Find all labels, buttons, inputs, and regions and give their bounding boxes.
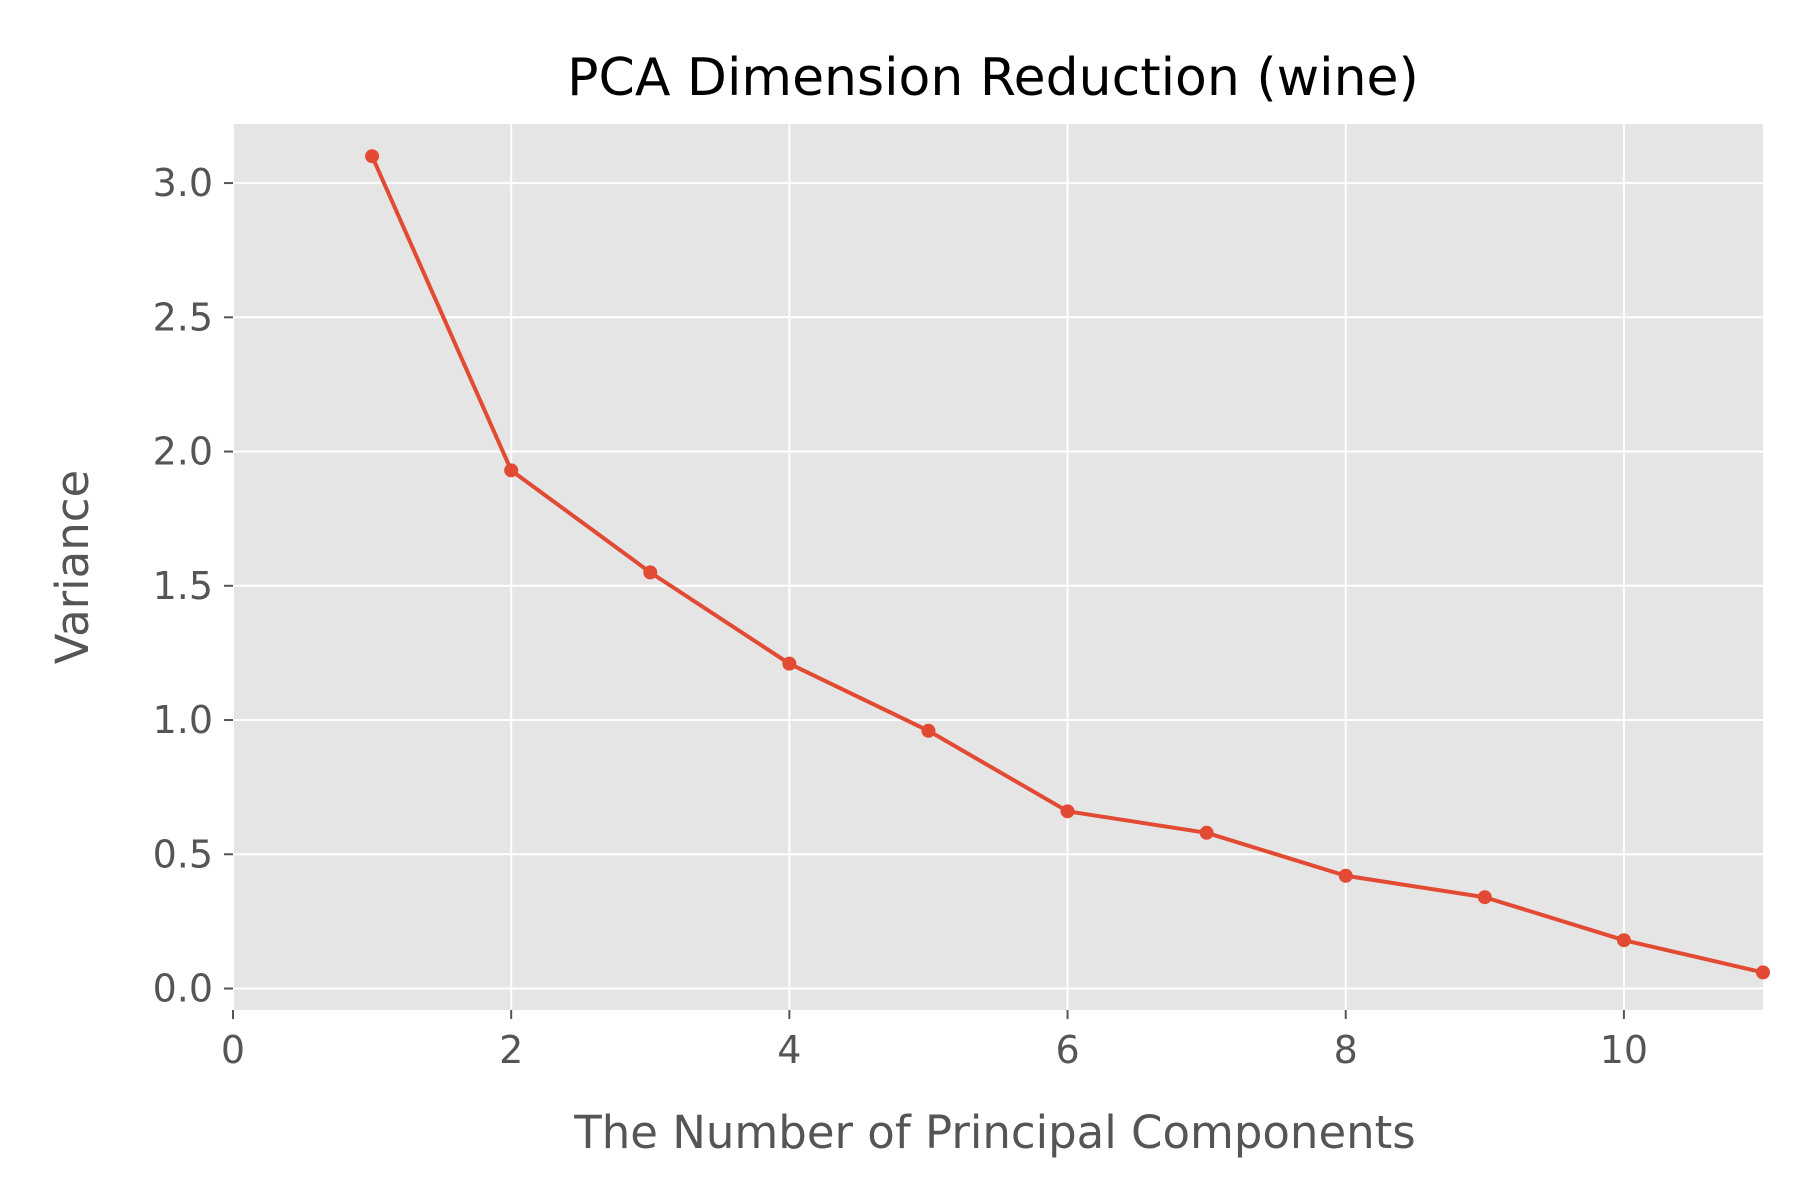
x-tick-label: 2 [499,1028,523,1072]
y-tick-label: 3.0 [153,161,213,205]
data-point [782,656,797,671]
y-axis: 0.0 0.5 1.0 1.5 2.0 2.5 3.0 [153,161,233,1011]
data-point [1060,804,1075,819]
plot-area [232,124,1770,1010]
x-axis: 0 2 4 6 8 10 [221,1010,1648,1072]
y-axis-label: Variance [46,470,99,664]
data-point [1616,933,1631,948]
data-point [921,723,936,738]
x-tick-label: 0 [221,1028,245,1072]
y-tick-label: 2.5 [153,295,213,339]
data-point [504,463,519,478]
data-point [1199,825,1214,840]
x-axis-label: The Number of Principal Components [573,1106,1416,1159]
y-tick-label: 1.5 [153,564,213,608]
y-tick-label: 1.0 [153,698,213,742]
x-tick-label: 6 [1055,1028,1079,1072]
data-point [1338,868,1353,883]
data-point [365,149,380,164]
grid-lines [232,124,1763,1010]
chart-title: PCA Dimension Reduction (wine) [567,48,1419,108]
x-tick-label: 10 [1600,1028,1648,1072]
x-tick-label: 4 [777,1028,801,1072]
plot-background [233,124,1763,1010]
x-tick-label: 8 [1334,1028,1358,1072]
y-tick-label: 0.5 [153,832,213,876]
series-layer [365,149,1770,980]
y-tick-label: 0.0 [153,967,213,1011]
data-point [1756,965,1770,980]
data-point [1477,890,1492,905]
data-point [643,565,658,580]
y-tick-label: 2.0 [153,430,213,474]
